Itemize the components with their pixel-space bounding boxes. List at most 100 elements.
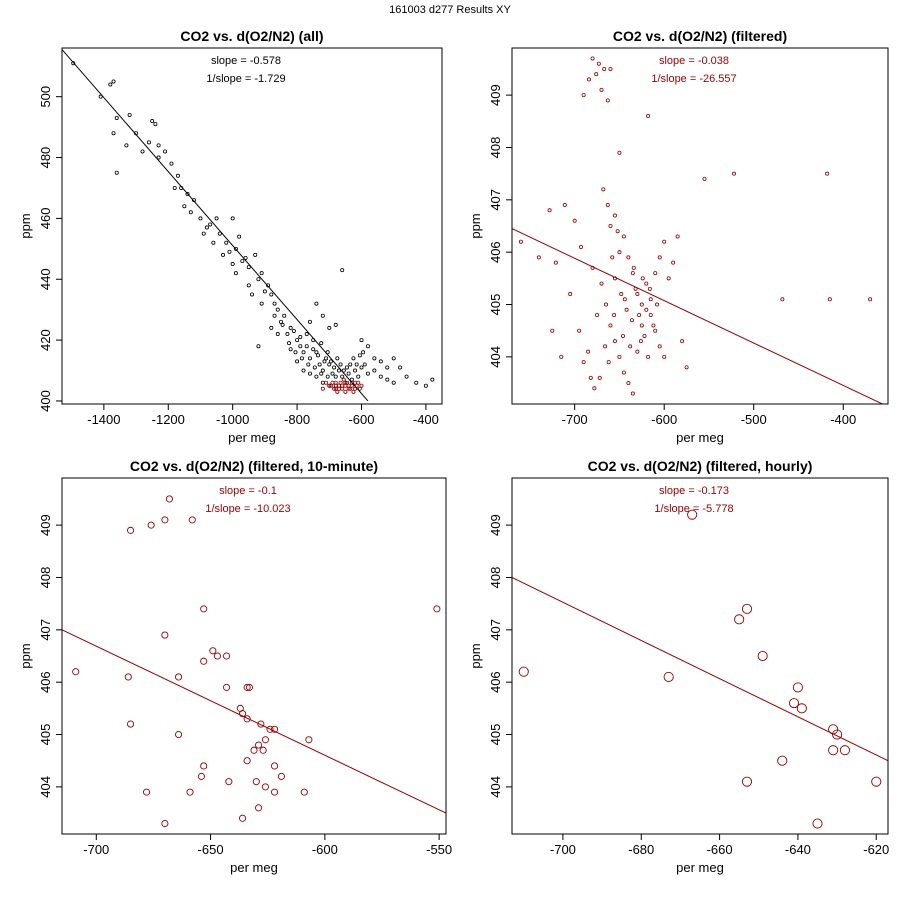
y-axis-label: ppm [18,643,33,668]
data-point [317,362,322,367]
data-point [288,347,293,352]
data-point [223,652,231,660]
data-point [307,371,312,376]
data-point [562,203,567,208]
fit-line [512,577,888,762]
y-tick-label: 408 [38,567,53,589]
data-point [243,757,251,765]
data-point [71,61,76,66]
data-point [156,155,161,160]
data-point [628,344,633,349]
x-tick-label: -660 [707,842,733,857]
data-point [605,203,610,208]
data-point [245,683,253,691]
inverse-slope-annotation: 1/slope = -10.023 [205,503,290,515]
data-point [663,671,674,682]
data-point [209,647,217,655]
y-tick-label: 408 [488,567,503,589]
data-point [657,255,662,260]
data-point [233,246,238,251]
data-point [626,255,631,260]
y-tick-label: 405 [38,724,53,746]
data-point [320,313,325,318]
data-point [385,377,390,382]
y-axis-label: ppm [468,643,483,668]
data-point [599,87,604,92]
data-point [111,131,116,136]
data-point [175,673,183,681]
data-point [344,380,349,385]
data-point [316,353,321,358]
data-point [626,381,631,386]
plot-area [62,495,446,828]
data-point [320,386,325,391]
data-point [307,319,312,324]
fit-line [512,228,884,404]
data-point [224,240,229,245]
data-point [282,313,287,318]
data-point [812,818,823,829]
data-point [301,350,306,355]
data-point [653,328,658,333]
data-point [595,312,600,317]
data-point [378,359,383,364]
data-point [702,176,707,181]
fit-line [62,49,369,402]
inverse-slope-annotation: 1/slope = -1.729 [206,73,285,85]
data-point [610,255,615,260]
data-point [414,380,419,385]
data-point [150,119,155,124]
data-point [124,143,129,148]
data-point [792,682,803,693]
data-point [553,260,558,265]
data-point [114,170,119,175]
data-point [124,673,132,681]
data-point [259,271,264,276]
data-point [346,383,351,388]
data-point [305,736,313,744]
x-tick-label: -1000 [216,412,249,427]
data-point [572,218,577,223]
data-point [777,755,788,766]
data-point [333,380,338,385]
data-point [655,302,660,307]
y-axis-label: ppm [468,213,483,238]
data-point [741,603,753,614]
data-point [300,788,308,796]
data-point [271,762,279,770]
data-point [156,143,161,148]
chart-title: CO2 vs. d(O2/N2) (filtered) [613,28,787,44]
data-point [239,814,247,822]
data-point [304,344,309,349]
data-point [617,250,622,255]
data-point [788,698,800,709]
data-point [577,328,582,333]
slope-annotation: slope = -0.578 [211,55,281,67]
data-point [146,140,151,145]
y-tick-label: 404 [38,776,53,798]
data-point [657,344,662,349]
data-point [391,380,396,385]
data-point [221,252,226,257]
data-point [327,383,332,388]
inverse-slope-annotation: 1/slope = -26.557 [651,73,736,85]
data-point [208,222,213,227]
y-tick-label: 406 [488,671,503,693]
data-point [252,778,260,786]
data-point [608,66,613,71]
x-tick-label: -1400 [87,412,120,427]
y-tick-label: 409 [488,84,503,106]
y-tick-label: 500 [38,86,53,108]
y-tick-label: 409 [488,514,503,536]
data-point [588,375,593,380]
data-point [325,374,330,379]
data-point [311,347,316,352]
data-point [324,356,329,361]
data-point [353,380,358,385]
data-point [185,192,190,197]
y-axis-label: ppm [18,213,33,238]
data-point [601,187,606,192]
y-tick-label: 407 [488,619,503,641]
data-point [333,322,338,327]
